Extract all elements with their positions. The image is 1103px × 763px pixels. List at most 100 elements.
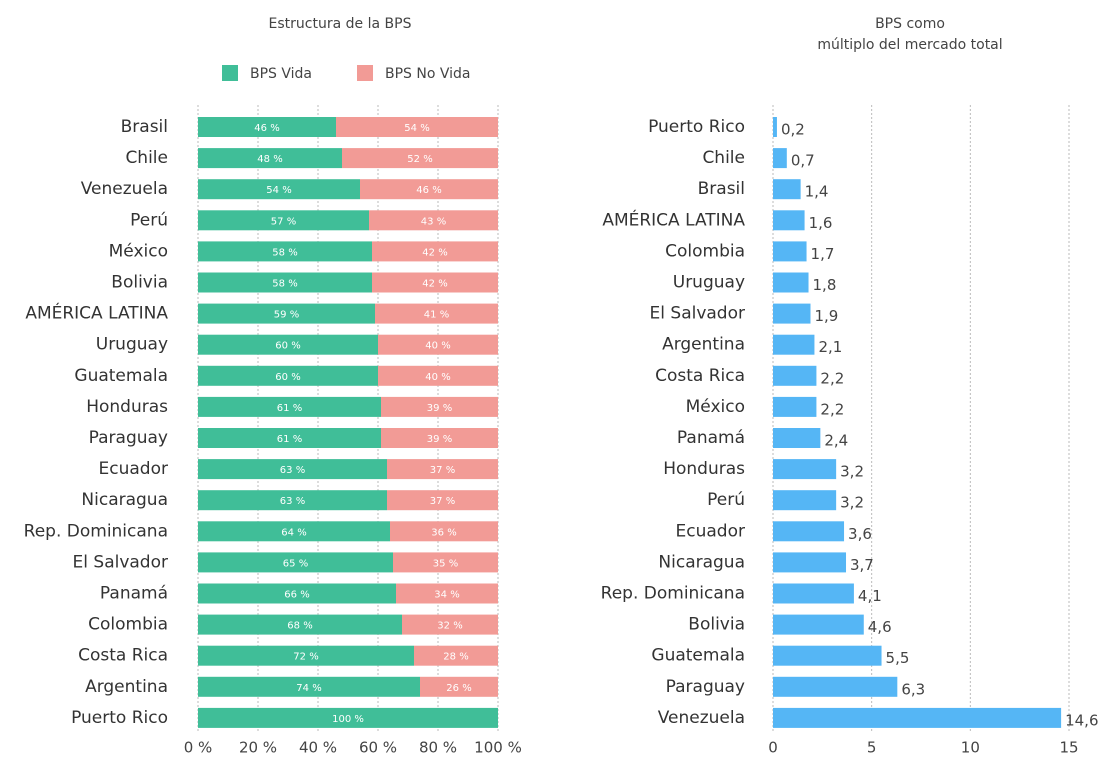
data-label: 61 %: [277, 434, 302, 445]
bar-segment: [198, 676, 420, 697]
category-label: Argentina: [85, 677, 168, 697]
bar: [773, 676, 898, 697]
category-label: Puerto Rico: [648, 117, 745, 137]
bar-segment: [198, 334, 378, 355]
bar: [773, 148, 787, 169]
category-label: Bolivia: [688, 615, 745, 635]
category-label: Panamá: [100, 584, 168, 604]
data-label: 46 %: [254, 123, 279, 134]
data-label: 1,7: [811, 245, 835, 263]
data-label: 34 %: [434, 590, 459, 601]
category-label: Argentina: [662, 335, 745, 355]
data-label: 65 %: [283, 558, 308, 569]
data-label: 3,2: [840, 463, 864, 481]
data-label: 37 %: [430, 465, 455, 476]
bar: [773, 210, 805, 231]
x-tick-label: 15: [1059, 739, 1078, 757]
data-label: 0,2: [781, 121, 805, 139]
bar-segment: [342, 148, 498, 169]
data-label: 32 %: [437, 621, 462, 632]
category-label: Ecuador: [676, 521, 745, 541]
category-label: Costa Rica: [78, 646, 168, 666]
data-label: 2,2: [820, 369, 844, 387]
category-label: Ecuador: [99, 459, 168, 479]
bar: [773, 552, 847, 573]
data-label: 72 %: [293, 652, 318, 663]
bar: [773, 303, 811, 324]
data-label: 4,1: [858, 587, 882, 605]
data-label: 2,1: [818, 338, 842, 356]
x-tick-label: 100 %: [474, 739, 522, 757]
bar: [773, 428, 821, 448]
bar-segment: [198, 707, 498, 728]
category-label: Perú: [707, 490, 745, 510]
category-label: Venezuela: [658, 708, 745, 728]
bar-segment: [381, 396, 498, 417]
data-label: 63 %: [280, 465, 305, 476]
category-label: Colombia: [665, 241, 745, 261]
data-label: 43 %: [421, 216, 446, 227]
data-label: 46 %: [416, 185, 441, 196]
category-label: Nicaragua: [81, 490, 168, 510]
data-label: 40 %: [425, 372, 450, 383]
category-label: Chile: [125, 148, 168, 168]
category-label: Rep. Dominicana: [601, 584, 745, 604]
data-label: 41 %: [424, 310, 449, 321]
bar-segment: [372, 241, 498, 262]
bar-segment: [390, 521, 498, 542]
category-label: Uruguay: [673, 273, 745, 293]
x-tick-label: 0: [768, 739, 778, 757]
data-label: 64 %: [281, 527, 306, 538]
bar-segment: [198, 521, 390, 542]
data-label: 58 %: [272, 279, 297, 290]
bar: [773, 645, 882, 666]
category-label: AMÉRICA LATINA: [602, 208, 745, 230]
data-label: 58 %: [272, 247, 297, 258]
bar-segment: [198, 272, 372, 293]
data-label: 2,2: [820, 400, 844, 418]
data-label: 26 %: [446, 683, 471, 694]
legend-swatch: [222, 65, 238, 81]
bar-segment: [336, 117, 498, 137]
category-label: Panamá: [677, 428, 745, 448]
category-label: El Salvador: [650, 304, 745, 324]
bar-segment: [198, 210, 369, 231]
category-label: Honduras: [663, 459, 745, 479]
bar: [773, 707, 1062, 728]
data-label: 1,9: [814, 307, 838, 325]
bar-segment: [198, 396, 381, 417]
bar: [773, 272, 809, 293]
data-label: 3,2: [840, 494, 864, 512]
x-tick-label: 5: [867, 739, 877, 757]
data-label: 60 %: [275, 341, 300, 352]
bar-segment: [378, 334, 498, 355]
data-label: 14,6: [1065, 711, 1098, 729]
category-label: Chile: [702, 148, 745, 168]
bar-segment: [198, 241, 372, 262]
bar: [773, 521, 845, 542]
data-label: 3,6: [848, 525, 872, 543]
x-tick-label: 60 %: [359, 739, 397, 757]
bar: [773, 459, 837, 480]
category-label: Honduras: [86, 397, 168, 417]
data-label: 1,6: [809, 214, 833, 232]
bar-segment: [360, 179, 498, 200]
category-label: Costa Rica: [655, 366, 745, 386]
x-tick-label: 0 %: [184, 739, 213, 757]
data-label: 52 %: [407, 154, 432, 165]
data-label: 5,5: [886, 649, 910, 667]
data-label: 2,4: [824, 432, 848, 450]
category-label: Rep. Dominicana: [24, 521, 168, 541]
category-label: Bolivia: [111, 273, 168, 293]
data-label: 36 %: [431, 527, 456, 538]
category-label: El Salvador: [73, 552, 168, 572]
bar: [773, 490, 837, 511]
bar-segment: [198, 583, 396, 604]
category-label: México: [686, 397, 745, 417]
data-label: 1,8: [813, 276, 837, 294]
category-label: México: [109, 241, 168, 261]
data-label: 35 %: [433, 558, 458, 569]
data-label: 37 %: [430, 496, 455, 507]
legend-swatch: [357, 65, 373, 81]
bar: [773, 179, 801, 200]
